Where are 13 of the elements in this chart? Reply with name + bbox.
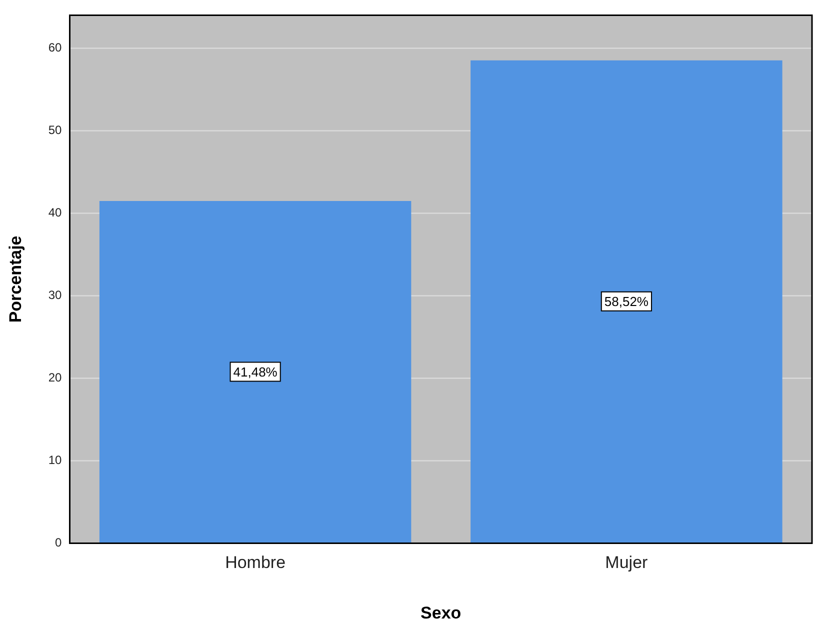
x-tick-label: Mujer: [605, 553, 648, 572]
data-label: 41,48%: [233, 364, 278, 380]
x-axis-title: Sexo: [420, 603, 462, 622]
data-label: 58,52%: [604, 294, 649, 310]
y-tick-label: 40: [48, 206, 62, 220]
y-tick-label: 30: [48, 288, 62, 302]
y-tick-label: 10: [48, 453, 62, 468]
y-axis-title: Porcentaje: [6, 236, 25, 323]
y-tick-label: 20: [48, 370, 62, 385]
y-tick-label: 0: [55, 536, 62, 550]
y-tick-label: 50: [48, 123, 62, 138]
x-tick-label: Hombre: [225, 553, 286, 572]
y-tick-label: 60: [48, 40, 62, 55]
